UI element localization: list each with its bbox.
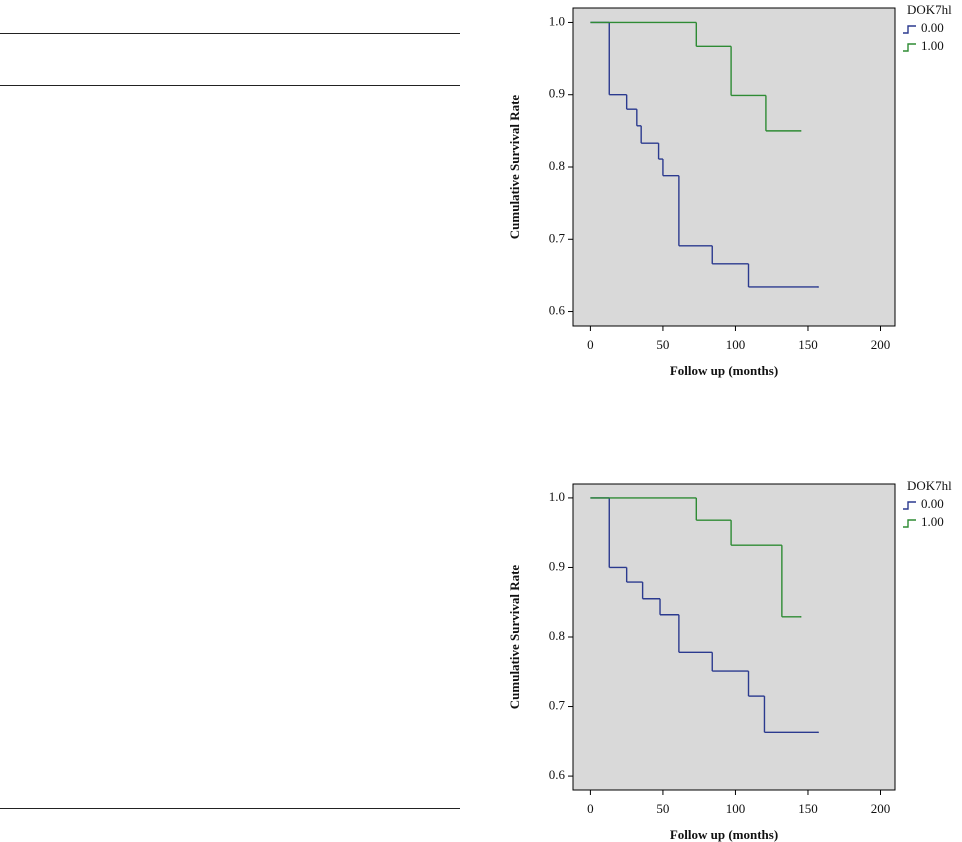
legend-label: 0.00 xyxy=(921,20,944,35)
x-tick-label: 200 xyxy=(871,337,891,352)
legend-symbol xyxy=(903,43,916,52)
legend-symbol xyxy=(903,501,916,510)
x-tick-label: 0 xyxy=(587,801,594,816)
x-axis-title: Follow up (months) xyxy=(670,363,778,378)
end-point xyxy=(799,616,802,618)
y-tick-label: 0.9 xyxy=(549,558,565,573)
plot-area xyxy=(572,483,896,791)
y-tick-label: 0.8 xyxy=(549,628,565,643)
y-tick-label: 0.9 xyxy=(549,86,565,101)
x-tick-label: 0 xyxy=(587,337,594,352)
x-tick-label: 100 xyxy=(726,801,746,816)
y-tick-label: 0.7 xyxy=(549,698,566,713)
x-tick-label: 150 xyxy=(798,801,818,816)
x-tick-label: 100 xyxy=(726,337,746,352)
legend-label: 1.00 xyxy=(921,514,944,529)
legend-symbol xyxy=(903,25,916,34)
end-point xyxy=(817,286,819,288)
end-point xyxy=(799,130,802,132)
y-tick-label: 0.6 xyxy=(549,767,566,782)
x-tick-label: 200 xyxy=(871,801,891,816)
x-tick-label: 50 xyxy=(656,801,669,816)
y-axis-title: Cumulative Survival Rate xyxy=(507,565,522,710)
x-axis-title: Follow up (months) xyxy=(670,827,778,842)
x-tick-label: 50 xyxy=(656,337,669,352)
legend-label: 1.00 xyxy=(921,38,944,53)
y-tick-label: 0.8 xyxy=(549,158,565,173)
y-tick-label: 1.0 xyxy=(549,13,565,28)
end-point xyxy=(817,731,819,734)
y-tick-label: 1.0 xyxy=(549,489,565,504)
legend-symbol xyxy=(903,519,916,528)
legend-title: DOK7hl xyxy=(907,2,952,17)
legend-label: 0.00 xyxy=(921,496,944,511)
plot-area xyxy=(572,7,896,327)
y-axis-title: Cumulative Survival Rate xyxy=(507,95,522,240)
legend-title: DOK7hl xyxy=(907,478,952,493)
y-tick-label: 0.7 xyxy=(549,230,566,245)
y-tick-label: 0.6 xyxy=(549,303,566,318)
x-tick-label: 150 xyxy=(798,337,818,352)
